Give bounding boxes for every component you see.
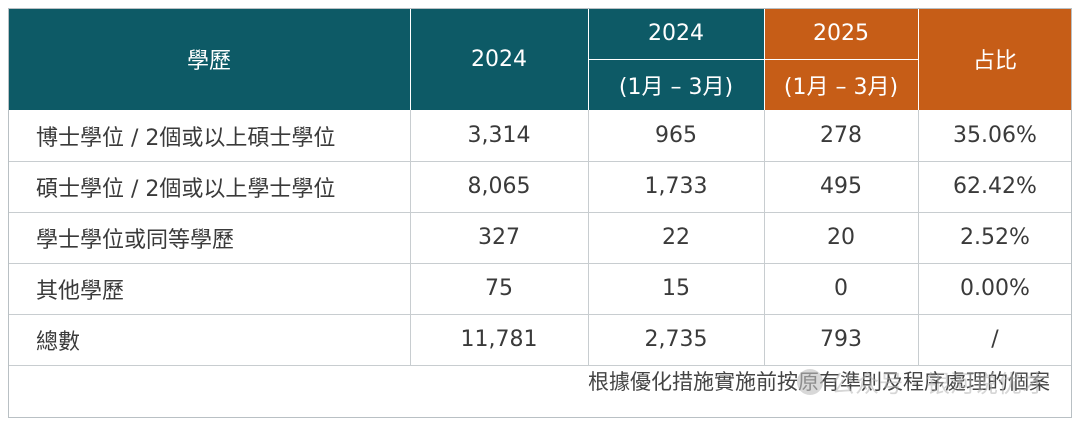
cell-education-total: 總數 <box>36 329 81 355</box>
cell-2024: 11,781 <box>460 327 538 352</box>
row-divider <box>8 263 1072 264</box>
cell-2025-q: 278 <box>820 123 862 148</box>
header-divider <box>918 8 919 110</box>
cell-education: 博士學位 / 2個或以上碩士學位 <box>36 125 336 151</box>
cell-2025-q: 793 <box>820 327 862 352</box>
cell-2024-q: 2,735 <box>644 327 708 352</box>
header-2025-q-range: (1月 – 3月) <box>764 59 918 110</box>
header-2025-q: 2025 <box>764 8 918 59</box>
cell-2024: 327 <box>478 225 520 250</box>
header-2024-q: 2024 <box>588 8 764 59</box>
cell-2025-q: 495 <box>820 174 862 199</box>
header-2024: 2024 <box>410 8 588 110</box>
row-divider <box>8 365 1072 366</box>
cell-2024-q: 1,733 <box>644 174 708 199</box>
cell-share: 62.42% <box>953 174 1037 199</box>
col-divider <box>918 110 919 365</box>
header-education: 學歷 <box>8 8 410 110</box>
cell-education: 碩士學位 / 2個或以上學士學位 <box>36 176 336 202</box>
cell-2025-q: 20 <box>827 225 855 250</box>
cell-2024: 3,314 <box>467 123 531 148</box>
cell-2024-q: 965 <box>655 123 697 148</box>
data-table: 學歷 2024 2024 (1月 – 3月) 2025 (1月 – 3月) 占比… <box>8 8 1072 418</box>
header-divider <box>588 8 589 110</box>
row-divider <box>8 314 1072 315</box>
cell-2024: 8,065 <box>467 174 531 199</box>
cell-education: 其他學歷 <box>36 278 125 304</box>
footnote: 根據優化措施實施前按原有準則及程序處理的個案 <box>588 370 1050 394</box>
row-divider <box>8 161 1072 162</box>
header-divider <box>410 8 411 110</box>
cell-education: 學士學位或同等學歷 <box>36 227 235 253</box>
header-2024-q-range: (1月 – 3月) <box>588 59 764 110</box>
row-divider <box>8 212 1072 213</box>
cell-2024-q: 22 <box>662 225 690 250</box>
header-divider <box>764 8 765 110</box>
header-share: 占比 <box>918 8 1072 110</box>
col-divider <box>588 110 589 365</box>
cell-share: 0.00% <box>960 276 1030 301</box>
cell-share: 35.06% <box>953 123 1037 148</box>
cell-share: 2.52% <box>960 225 1030 250</box>
cell-2024: 75 <box>485 276 513 301</box>
col-divider <box>764 110 765 365</box>
col-divider <box>410 110 411 365</box>
cell-2024-q: 15 <box>662 276 690 301</box>
header-divider <box>588 59 918 60</box>
cell-share: / <box>991 327 999 352</box>
cell-2025-q: 0 <box>834 276 848 301</box>
